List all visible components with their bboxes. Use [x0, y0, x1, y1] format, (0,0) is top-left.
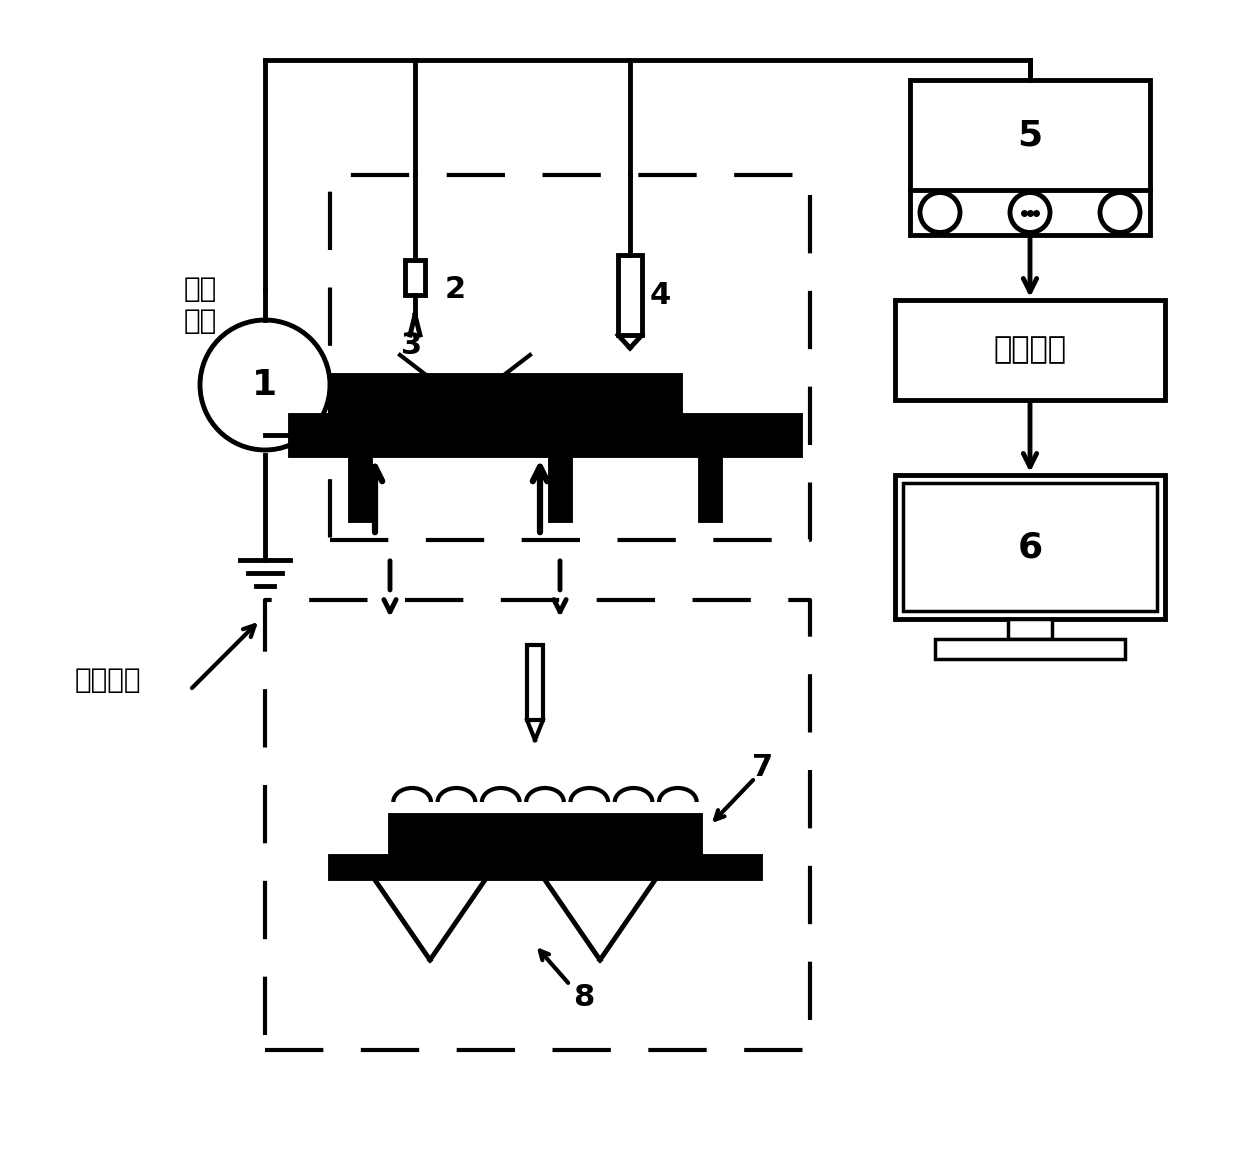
Bar: [895, 300, 1166, 400]
Bar: [391, 815, 701, 855]
Bar: [405, 260, 425, 295]
Bar: [551, 455, 570, 520]
Bar: [330, 375, 680, 421]
Text: 3: 3: [402, 331, 423, 360]
Text: 8: 8: [573, 984, 595, 1012]
Bar: [903, 483, 1157, 611]
Text: 7: 7: [753, 754, 774, 782]
Bar: [350, 455, 370, 520]
Text: 6: 6: [1018, 530, 1043, 564]
Bar: [1008, 619, 1052, 639]
Bar: [895, 475, 1166, 619]
Text: 充电
电压: 充电 电压: [184, 275, 217, 336]
Text: 真空环境: 真空环境: [74, 666, 141, 694]
Text: 4: 4: [650, 280, 671, 309]
Text: 2: 2: [445, 276, 466, 304]
Bar: [910, 80, 1149, 236]
Text: 1: 1: [253, 368, 278, 402]
Bar: [618, 255, 642, 336]
Bar: [701, 455, 720, 520]
Bar: [527, 645, 543, 720]
Text: 采集程序: 采集程序: [993, 336, 1066, 364]
Bar: [290, 415, 800, 455]
Bar: [330, 856, 760, 878]
Text: 5: 5: [1018, 118, 1043, 152]
Bar: [935, 639, 1125, 660]
